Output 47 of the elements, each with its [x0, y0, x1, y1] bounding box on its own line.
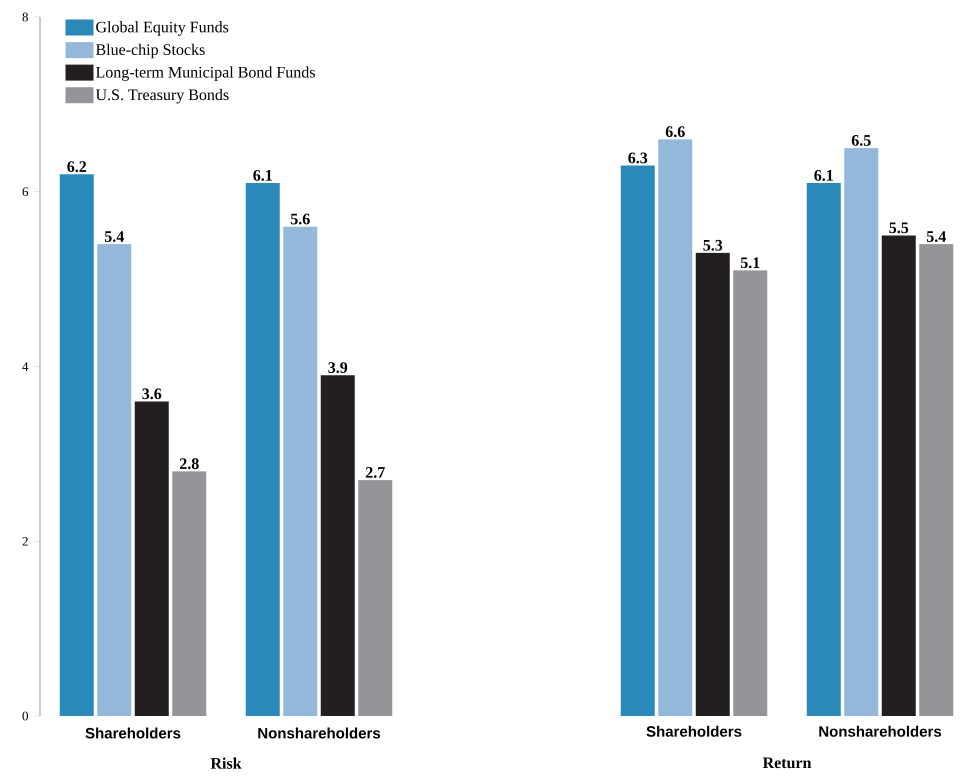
data-label: 3.9 — [328, 362, 348, 374]
bar — [358, 480, 392, 716]
data-label: 6.2 — [67, 161, 86, 172]
legend-label: Blue-chip Stocks — [96, 44, 205, 58]
data-label: 5.4 — [926, 231, 946, 242]
bar — [882, 235, 916, 716]
legend-label: U.S. Treasury Bonds — [96, 88, 229, 104]
bar — [97, 244, 132, 716]
data-label: 6.3 — [628, 152, 648, 164]
bar — [283, 226, 318, 716]
y-tick-label: 0 — [22, 712, 28, 720]
x-axis-title: Return — [762, 758, 812, 768]
x-tick-label: Nonshareholders — [258, 728, 380, 739]
y-tick-label: 2 — [22, 536, 28, 546]
bar — [806, 183, 841, 716]
data-label: 5.1 — [740, 257, 760, 268]
bar — [246, 183, 280, 716]
bar — [320, 375, 355, 716]
data-label: 6.1 — [814, 170, 833, 181]
bar — [844, 148, 878, 716]
bar — [134, 401, 169, 716]
x-tick-label: Nonshareholders — [819, 726, 942, 737]
data-label: 6.5 — [852, 135, 871, 146]
bar — [60, 174, 94, 716]
data-label: 5.5 — [889, 222, 908, 234]
y-tick-label: 8 — [22, 12, 28, 22]
data-label: 2.7 — [366, 467, 385, 478]
bar — [172, 471, 206, 716]
x-tick-label: Shareholders — [646, 726, 742, 737]
data-label: 5.3 — [703, 240, 722, 251]
bar — [620, 166, 655, 716]
data-label: 6.1 — [253, 170, 272, 181]
data-label: 6.6 — [666, 126, 685, 138]
data-label: 5.4 — [104, 231, 124, 242]
bar — [733, 270, 768, 716]
x-axis-title: Risk — [210, 758, 242, 769]
y-tick-label: 4 — [22, 362, 28, 371]
bar — [696, 252, 730, 716]
data-label: 5.6 — [290, 214, 310, 225]
y-tick-label: 6 — [22, 187, 28, 196]
bar — [919, 244, 954, 716]
bar — [658, 139, 692, 716]
legend-label: Long-term Municipal Bond Funds — [96, 66, 315, 81]
data-label: 3.6 — [142, 388, 162, 400]
data-label: 2.8 — [180, 458, 199, 470]
x-tick-label: Shareholders — [86, 728, 180, 739]
legend-label: Global Equity Funds — [96, 21, 228, 36]
